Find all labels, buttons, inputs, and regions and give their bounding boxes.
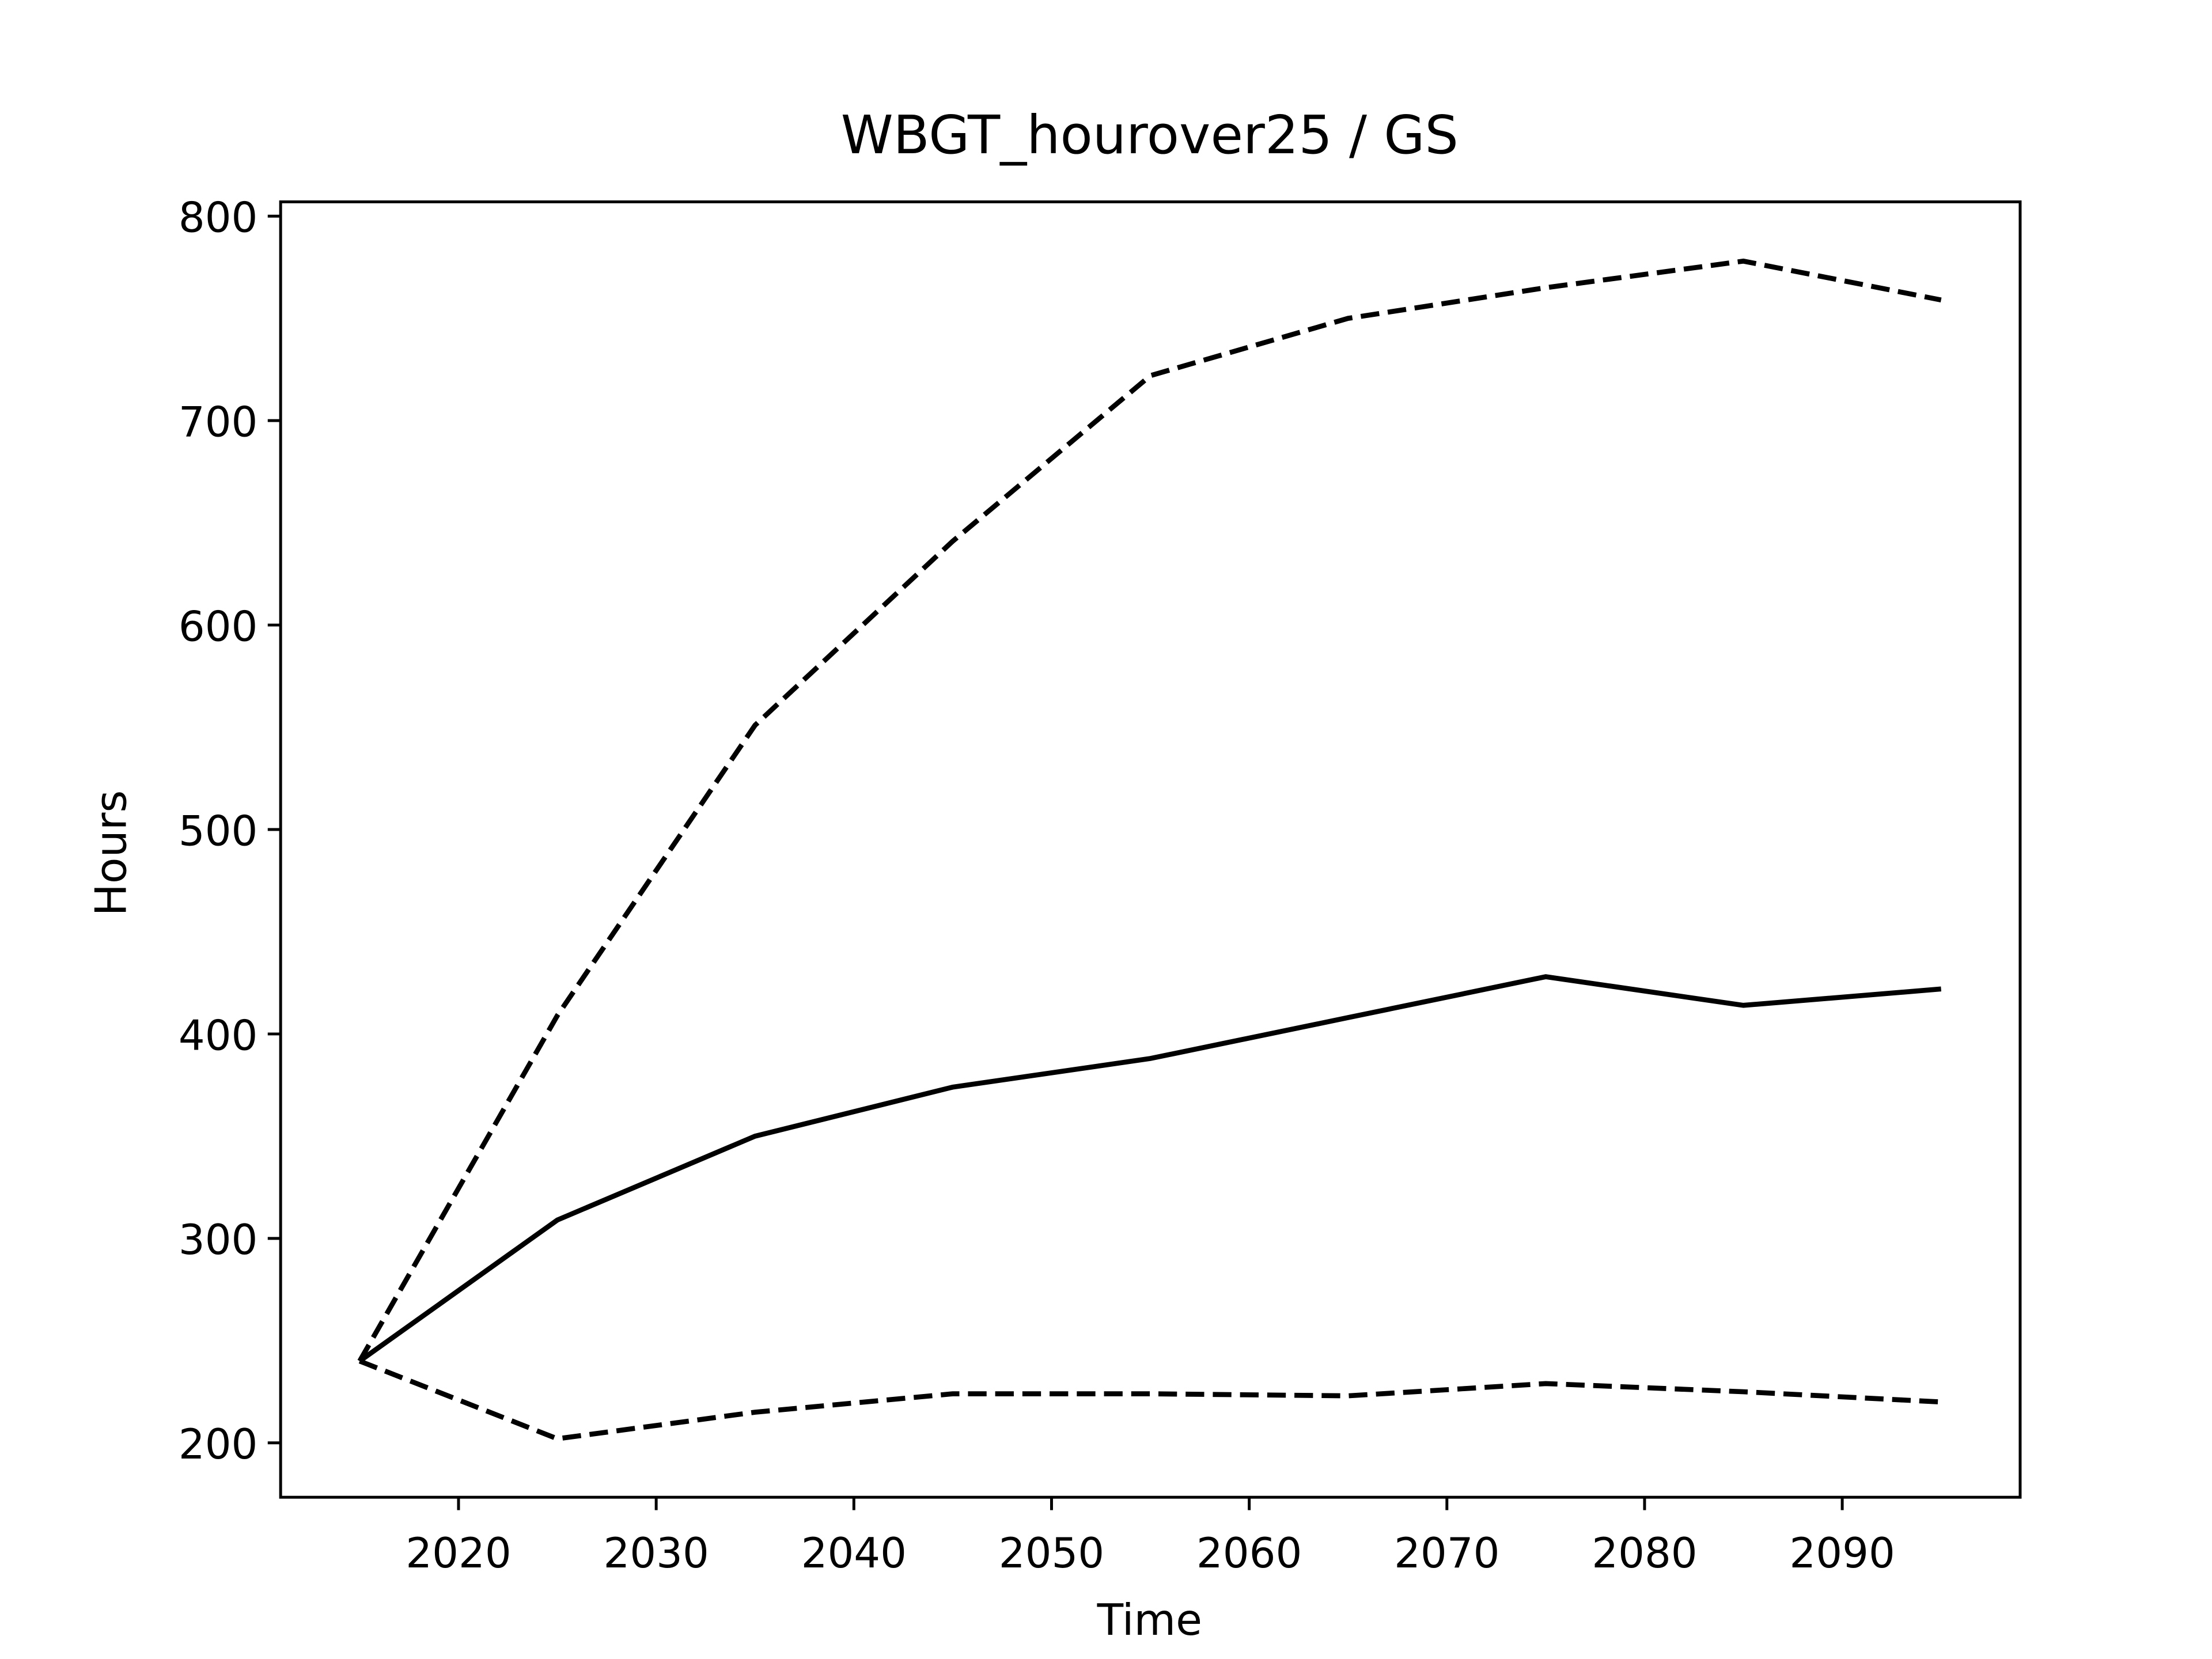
y-tick-label: 600 (179, 602, 258, 650)
y-axis-label: Hours (86, 790, 137, 916)
x-tick-label: 2090 (1789, 1529, 1895, 1577)
y-tick-label: 700 (179, 397, 258, 446)
x-tick-label: 2060 (1196, 1529, 1302, 1577)
y-tick-label: 300 (179, 1215, 258, 1264)
y-tick-label: 400 (179, 1011, 258, 1059)
chart-title: WBGT_hourover25 / GS (841, 104, 1459, 166)
series-line (358, 974, 1942, 1363)
x-tick-label: 2030 (603, 1529, 709, 1577)
y-tick-label: 200 (179, 1420, 258, 1468)
x-tick-label: 2070 (1394, 1529, 1499, 1577)
x-tick-label: 2040 (801, 1529, 907, 1577)
plot-frame (279, 200, 2022, 1499)
y-tick-label: 800 (179, 194, 258, 242)
x-tick-label: 2050 (999, 1529, 1104, 1577)
y-tick-label: 500 (179, 806, 258, 855)
x-tick-label: 2080 (1592, 1529, 1697, 1577)
x-tick-label: 2020 (406, 1529, 511, 1577)
x-axis-label: Time (1097, 1595, 1202, 1645)
series-line (358, 1358, 1941, 1442)
